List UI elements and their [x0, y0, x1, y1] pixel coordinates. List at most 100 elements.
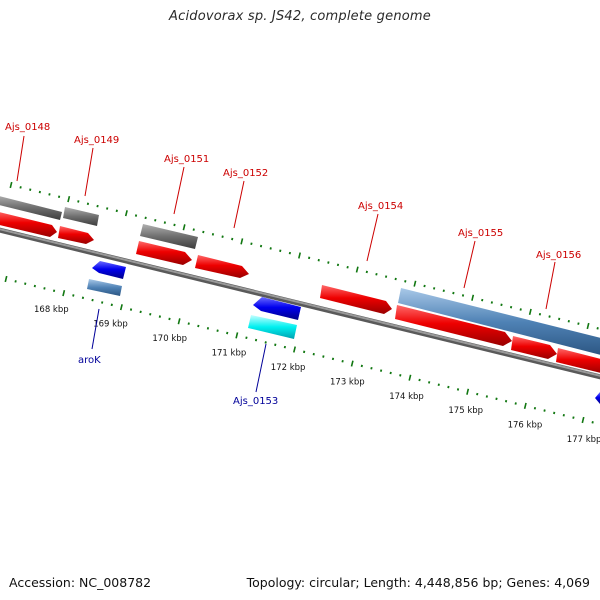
minor-tick [562, 413, 565, 417]
major-tick [67, 195, 71, 203]
minor-tick [543, 409, 546, 412]
minor-tick [259, 244, 263, 248]
gene-ajs-0156[interactable] [511, 336, 557, 359]
major-tick [177, 318, 181, 325]
minor-tick [72, 294, 75, 297]
leader-lines [16, 135, 556, 393]
minor-tick [577, 322, 580, 325]
minor-tick [19, 186, 22, 189]
minor-tick [481, 298, 484, 302]
major-tick [586, 322, 590, 330]
gene-ajs-0155-steel[interactable] [398, 288, 600, 356]
minor-tick [452, 291, 455, 295]
minor-tick [77, 200, 80, 203]
gene-ajs-0154[interactable] [320, 285, 392, 314]
minor-tick [245, 336, 248, 340]
minor-tick [139, 310, 142, 314]
minor-tick [307, 256, 311, 260]
minor-tick [591, 421, 594, 424]
label-ajs-0148: Ajs_0148 [5, 122, 50, 133]
gene-ajs-0155[interactable] [395, 305, 512, 346]
major-tick [413, 280, 417, 287]
minor-tick [485, 395, 488, 398]
label-ajs-0154: Ajs_0154 [358, 201, 403, 212]
label-ajs-0149: Ajs_0149 [74, 135, 119, 146]
gene-ajs-0149[interactable] [58, 226, 94, 244]
minor-tick [553, 411, 556, 415]
minor-tick [43, 287, 46, 290]
minor-tick [279, 249, 282, 253]
gene-ajs-0148-grey[interactable] [0, 195, 62, 220]
tick-label: 173 kbp [330, 377, 365, 387]
minor-tick [423, 284, 426, 288]
minor-tick [404, 280, 407, 283]
major-tick [240, 238, 244, 245]
major-tick [124, 210, 128, 217]
minor-tick [158, 315, 162, 318]
gene-arok-steel[interactable] [87, 279, 122, 296]
gene-ajs-0153-reverse[interactable] [253, 297, 301, 320]
major-tick [9, 181, 13, 189]
gene-ajs-0152[interactable] [195, 255, 249, 278]
gene-ajs-0151[interactable] [136, 241, 192, 265]
minor-tick [509, 305, 513, 309]
gene-ajs-0148[interactable] [0, 211, 57, 237]
minor-tick [197, 324, 200, 328]
tick-label: 175 kbp [448, 406, 483, 416]
minor-tick [264, 341, 267, 344]
gene-blue-edge[interactable] [595, 392, 600, 404]
gene-ajs-0149-grey[interactable] [63, 207, 99, 226]
minor-tick [538, 312, 542, 316]
minor-tick [341, 359, 344, 363]
major-tick [4, 275, 8, 283]
minor-tick [399, 374, 402, 377]
minor-tick [110, 303, 113, 307]
gene-red-edge[interactable] [556, 348, 600, 374]
minor-tick [168, 317, 171, 321]
tick-label: 171 kbp [212, 348, 247, 358]
label-arok: aroK [78, 355, 101, 366]
minor-tick [490, 301, 493, 304]
minor-tick [57, 195, 61, 199]
tick-label: 168 kbp [34, 305, 69, 315]
tick-label: 177 kbp [567, 435, 600, 445]
tick-label: 172 kbp [271, 363, 306, 373]
minor-tick [91, 298, 94, 302]
major-tick [298, 252, 302, 259]
major-tick [355, 266, 359, 273]
minor-tick [504, 399, 508, 403]
minor-tick [456, 388, 460, 391]
minor-tick [288, 251, 292, 255]
minor-tick [437, 383, 440, 387]
major-tick [471, 294, 475, 301]
minor-tick [250, 242, 253, 246]
minor-tick [327, 261, 330, 264]
backbone [0, 227, 600, 380]
minor-tick [154, 218, 157, 222]
tick-labels: 168 kbp 169 kbp 170 kbp 171 kbp 172 kbp 173 k… [34, 305, 600, 445]
tick-label: 176 kbp [508, 421, 543, 431]
lower-tick-row [4, 275, 594, 424]
gene-ajs-0151-grey[interactable] [140, 224, 198, 249]
minor-tick [317, 258, 320, 262]
minor-tick [346, 265, 349, 269]
label-ajs-0151: Ajs_0151 [164, 154, 209, 165]
minor-tick [572, 416, 575, 419]
gene-ajs-0153-cyan[interactable] [248, 315, 297, 339]
minor-tick [514, 402, 517, 405]
minor-tick [461, 294, 465, 297]
minor-tick [52, 289, 56, 293]
minor-tick [48, 193, 51, 196]
minor-tick [29, 188, 32, 191]
label-ajs-0152: Ajs_0152 [223, 168, 268, 179]
minor-tick [96, 204, 99, 208]
label-ajs-0156: Ajs_0156 [536, 250, 581, 261]
minor-tick [106, 207, 109, 210]
major-tick [523, 402, 527, 409]
minor-tick [192, 228, 195, 231]
minor-tick [211, 233, 215, 236]
gene-arok-reverse[interactable] [92, 261, 126, 279]
minor-tick [375, 272, 378, 276]
accession-text: Accession: NC_008782 [9, 575, 152, 590]
